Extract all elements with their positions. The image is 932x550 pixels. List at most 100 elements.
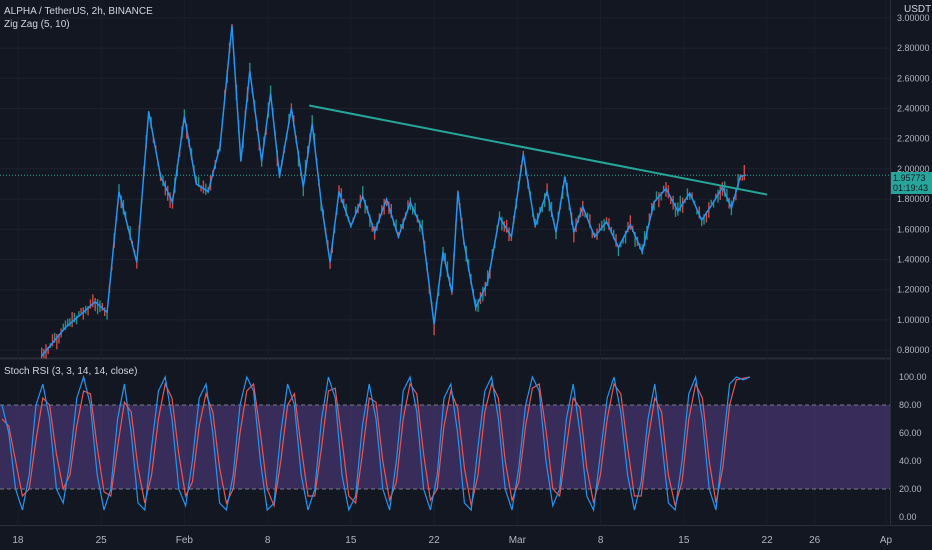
candle: [340, 188, 343, 203]
candle: [369, 214, 371, 227]
time-tick-label: 26: [809, 535, 821, 546]
candle: [92, 294, 94, 308]
candle: [51, 334, 54, 347]
time-tick-label: 8: [265, 535, 271, 546]
candle: [539, 206, 541, 213]
candle: [555, 231, 557, 240]
candle: [541, 203, 544, 213]
candle: [101, 302, 104, 311]
stoch-band: [0, 405, 890, 489]
candle: [311, 115, 313, 127]
candle: [96, 299, 99, 315]
candle: [622, 239, 624, 244]
candle: [169, 192, 171, 208]
candle: [56, 333, 58, 350]
current-price-tag: 1.95773 01:19:43: [891, 172, 932, 194]
candle: [118, 184, 120, 192]
candle: [71, 312, 73, 328]
candle: [658, 192, 660, 208]
price-tick-label: 1.80000: [897, 194, 930, 204]
candle: [94, 297, 96, 312]
candle: [345, 203, 347, 217]
candle: [715, 193, 717, 198]
candle: [104, 307, 106, 317]
candle: [40, 347, 43, 359]
candle: [674, 202, 677, 217]
candle: [696, 210, 698, 215]
price-tick-label: 2.80000: [897, 43, 930, 53]
time-tick-label: 22: [762, 535, 774, 546]
candle: [407, 200, 409, 211]
candle: [421, 219, 423, 235]
candle: [419, 220, 421, 232]
candle: [197, 176, 200, 187]
candle: [624, 230, 627, 244]
candle: [58, 334, 60, 344]
candle: [501, 216, 503, 231]
candle: [737, 174, 739, 188]
candle: [269, 85, 272, 95]
candle: [433, 321, 435, 336]
candle: [362, 186, 364, 200]
candle: [612, 229, 615, 240]
current-price-value: 1.95773: [893, 173, 926, 183]
candle: [124, 211, 127, 218]
candle: [82, 307, 84, 320]
candle: [689, 192, 691, 200]
price-tick-label: 2.20000: [897, 134, 930, 144]
candle: [53, 332, 56, 343]
candle: [627, 221, 629, 233]
candle: [677, 202, 679, 216]
candle: [73, 312, 76, 323]
candle: [87, 306, 89, 316]
candle: [414, 202, 416, 216]
candle: [608, 218, 610, 230]
candle: [660, 191, 662, 201]
candle: [80, 307, 82, 314]
time-tick-label: Ap: [880, 535, 893, 546]
candle: [66, 318, 69, 327]
stoch-tick-label: 100.00: [899, 372, 927, 382]
candle: [200, 185, 202, 192]
stoch-tick-label: 60.00: [899, 428, 922, 438]
candle: [354, 206, 357, 215]
candle: [662, 185, 665, 193]
candle: [505, 219, 508, 233]
candle: [710, 199, 712, 205]
candle: [202, 180, 205, 194]
candle: [400, 223, 402, 229]
candle: [610, 226, 612, 234]
zigzag-legend: Zig Zag (5, 10): [4, 19, 70, 30]
candle: [743, 165, 745, 181]
zigzag-line: [41, 25, 747, 357]
candle: [629, 215, 632, 230]
candle: [62, 323, 64, 332]
candle: [395, 219, 397, 232]
time-tick-label: 15: [678, 535, 690, 546]
candle: [615, 234, 617, 247]
candle: [598, 223, 601, 231]
candle: [75, 315, 78, 325]
candle: [584, 213, 586, 218]
candle: [589, 214, 591, 228]
time-tick-label: 25: [96, 535, 108, 546]
candle: [634, 231, 636, 247]
candle: [700, 217, 703, 227]
candle: [724, 181, 726, 197]
stoch-k-line: [1, 374, 751, 513]
candle: [249, 62, 251, 76]
stoch-d-line: [1, 376, 751, 509]
stoch-tick-label: 20.00: [899, 484, 922, 494]
candle: [69, 318, 71, 327]
price-tick-label: 2.00000: [897, 164, 930, 174]
stoch-tick-label: 0.00: [899, 512, 917, 522]
candle: [712, 200, 715, 208]
price-tick-label: 2.40000: [897, 104, 930, 114]
candle: [705, 211, 708, 223]
price-tick-label: 1.00000: [897, 315, 930, 325]
candle: [573, 229, 575, 243]
candle: [329, 261, 331, 269]
candle: [136, 261, 138, 269]
candle: [498, 211, 501, 217]
